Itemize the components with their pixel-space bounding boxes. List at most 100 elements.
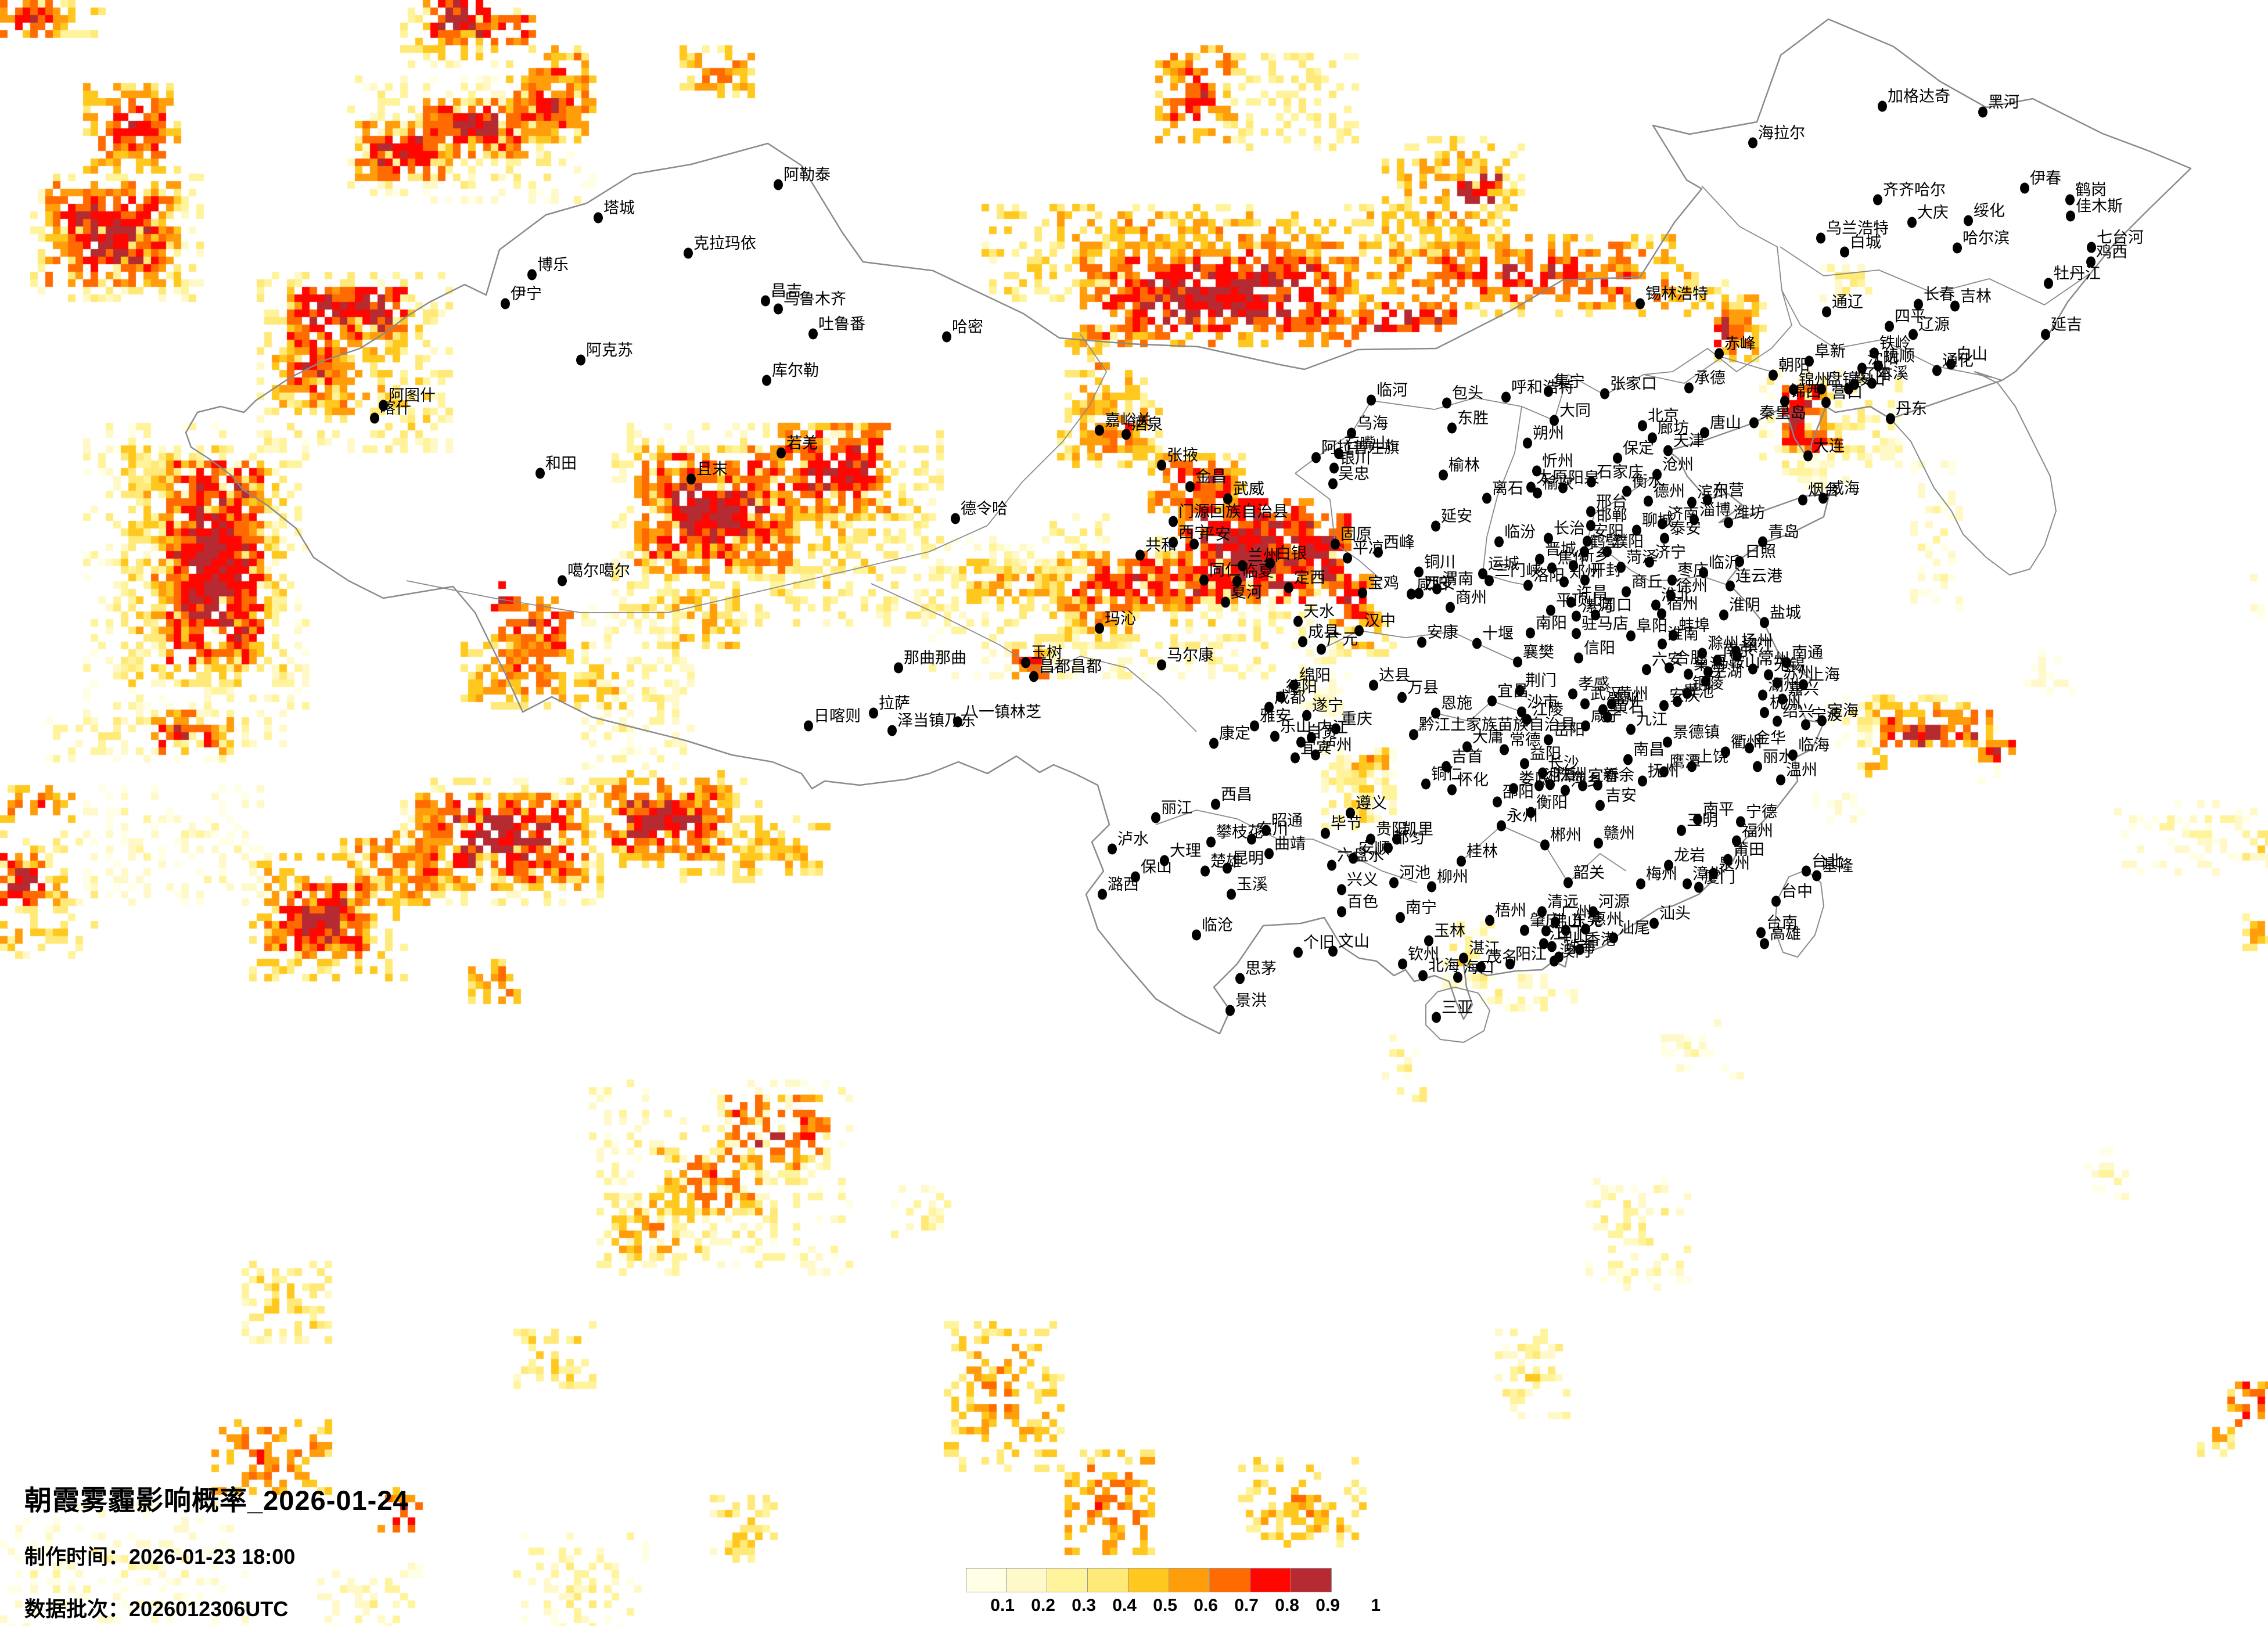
city-dot	[1526, 627, 1535, 639]
city-label: 康定	[1219, 725, 1250, 742]
city-label: 克拉玛依	[693, 235, 756, 252]
city-label: 三门峡	[1494, 562, 1541, 580]
city-dot	[1878, 100, 1887, 112]
city-dot	[1769, 369, 1778, 381]
city-dot	[1540, 839, 1550, 851]
city-marker: 广州	[1551, 904, 1592, 928]
city-marker: 丹东	[1886, 400, 1927, 425]
city-label: 淮北	[1661, 587, 1692, 604]
city-marker: 天津	[1663, 432, 1705, 456]
city-marker: 株洲	[1545, 766, 1587, 790]
city-label: 十堰	[1482, 625, 1514, 642]
city-marker: 三门峡	[1485, 562, 1541, 587]
city-dot	[1535, 553, 1544, 565]
city-label: 武汉	[1590, 685, 1622, 703]
city-label: 连云港	[1735, 567, 1782, 585]
city-label: 海口	[1463, 959, 1494, 976]
city-label: 广元	[1327, 631, 1358, 648]
city-marker: 晋城	[1535, 541, 1576, 565]
city-dot	[777, 447, 786, 459]
city-dot	[1626, 724, 1636, 735]
city-marker: 盐城	[1760, 604, 1801, 628]
city-dot	[1760, 707, 1769, 718]
city-dot	[1663, 445, 1673, 456]
city-marker: 海拉尔	[1748, 124, 1805, 149]
city-marker: 宝鸡	[1358, 574, 1399, 599]
city-marker: 淮南	[1658, 625, 1699, 650]
city-marker: 西峰	[1374, 534, 1415, 558]
legend-tick-label: 0.7	[1234, 1596, 1259, 1615]
city-marker: 澳门	[1550, 942, 1591, 967]
city-dot	[1424, 935, 1433, 947]
city-label: 哈密	[952, 318, 983, 336]
city-marker: 郑州	[1559, 563, 1601, 588]
city-label: 榆次	[1543, 474, 1574, 492]
city-label: 成县	[1308, 623, 1339, 641]
city-dot	[1447, 784, 1457, 796]
city-label: 焦作	[1557, 549, 1588, 567]
city-dot	[379, 400, 388, 411]
city-dot	[808, 328, 818, 340]
city-label: 菏泽	[1626, 549, 1658, 566]
city-marker: 和田	[535, 455, 577, 479]
city-marker: 乌海	[1347, 415, 1388, 439]
city-marker: 洛阳	[1523, 567, 1565, 591]
city-dot	[1818, 492, 1828, 504]
city-marker: 东营	[1703, 481, 1744, 506]
province-border-4	[1482, 406, 1529, 586]
city-label: 九江	[1636, 711, 1667, 728]
batch-line: 数据批次：2026012306UTC	[24, 1592, 409, 1623]
city-dot	[1223, 862, 1232, 874]
city-marker: 博乐	[527, 256, 569, 280]
city-label: 南阳	[1536, 614, 1567, 632]
city-marker: 白城	[1840, 233, 1881, 258]
city-dot	[1331, 538, 1340, 550]
city-marker: 凯里	[1392, 821, 1433, 845]
city-marker: 六安	[1642, 651, 1683, 675]
legend-tick-label: 0.2	[1031, 1596, 1055, 1615]
legend-tick-label: 0.4	[1112, 1596, 1137, 1615]
city-marker: 重庆	[1331, 710, 1372, 735]
city-label: 延安	[1441, 508, 1472, 525]
city-marker: 丽江	[1151, 799, 1192, 823]
city-label: 东川	[1257, 821, 1288, 838]
city-label: 唐山	[1710, 414, 1741, 431]
city-dot	[1095, 623, 1104, 634]
legend-swatch-0.6	[1169, 1568, 1210, 1592]
city-marker: 阿拉善左旗	[1311, 439, 1400, 463]
city-marker: 鹰潭	[1659, 753, 1701, 778]
city-label: 潍坊	[1734, 504, 1765, 521]
city-marker: 台北	[1802, 852, 1843, 877]
city-dot	[1749, 417, 1759, 429]
city-dot	[1572, 628, 1581, 639]
province-border-7	[1413, 700, 1522, 735]
legend-swatch-0.4	[1088, 1568, 1128, 1592]
city-dot	[1569, 560, 1578, 571]
city-dot	[1235, 973, 1245, 984]
city-dot	[1515, 685, 1525, 696]
city-dot	[1261, 825, 1271, 836]
city-label: 汉中	[1364, 612, 1396, 629]
city-label: 库尔勒	[772, 362, 819, 379]
city-marker: 噶尔噶尔	[558, 562, 630, 587]
city-dot	[1638, 420, 1647, 431]
city-dot	[1817, 383, 1826, 395]
city-label: 伊春	[2030, 170, 2061, 187]
city-dot	[1472, 638, 1482, 649]
city-label: 临海	[1798, 736, 1830, 754]
city-marker: 黑河	[1978, 93, 2019, 118]
city-label: 绥化	[1974, 202, 2005, 220]
province-border-10	[987, 333, 1107, 526]
city-label: 阜阳	[1636, 617, 1667, 635]
city-marker: 嘉峪关	[1095, 412, 1152, 436]
city-label: 秦皇岛	[1759, 404, 1806, 422]
city-marker: 佛山	[1541, 912, 1583, 937]
city-label: 西昌	[1221, 786, 1252, 803]
city-dot	[953, 716, 962, 728]
city-dot	[1201, 865, 1210, 877]
city-dot	[1558, 482, 1568, 494]
city-label: 威海	[1828, 480, 1860, 497]
city-marker: 吐鲁番	[808, 315, 865, 340]
city-dot	[1358, 587, 1367, 599]
city-label: 门源回族自治县	[1178, 503, 1288, 520]
